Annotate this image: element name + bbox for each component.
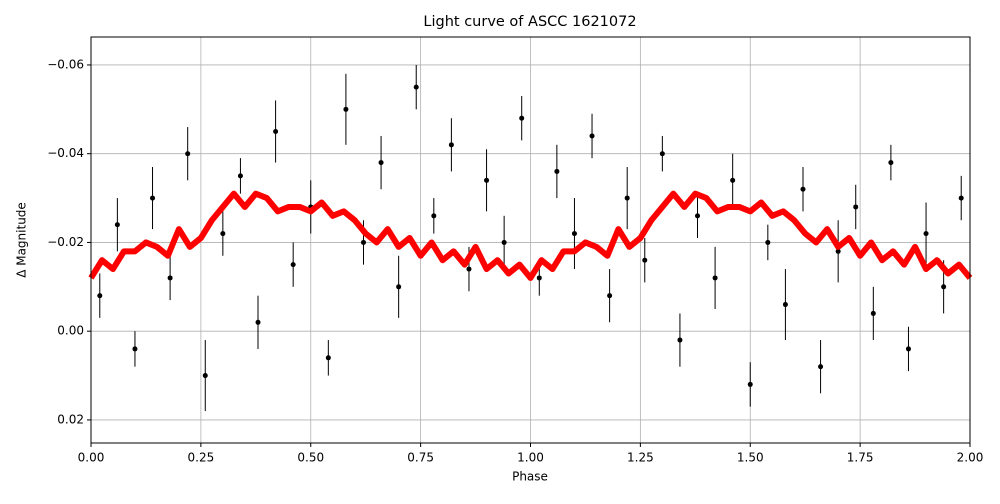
data-point <box>237 173 243 179</box>
data-point <box>659 151 665 157</box>
data-point <box>378 160 384 166</box>
x-tick-label: 0.50 <box>297 451 324 465</box>
y-tick-label: 0.02 <box>57 412 84 426</box>
chart-title: Light curve of ASCC 1621072 <box>423 14 636 30</box>
data-point <box>431 213 437 219</box>
data-point <box>642 257 648 263</box>
x-tick-label: 0.75 <box>407 451 434 465</box>
y-tick-label: −0.06 <box>47 57 84 71</box>
data-point <box>800 186 806 192</box>
data-point <box>360 239 366 245</box>
data-point <box>413 84 419 90</box>
data-point <box>255 319 261 325</box>
data-point <box>888 160 894 166</box>
data-point <box>466 266 472 272</box>
data-point <box>343 106 349 112</box>
y-tick-label: −0.02 <box>47 235 84 249</box>
data-point <box>853 204 859 210</box>
data-point <box>273 129 279 135</box>
y-tick-label: 0.00 <box>57 324 84 338</box>
data-point <box>712 275 718 281</box>
data-point <box>624 195 630 201</box>
data-point <box>782 302 788 308</box>
data-point <box>747 381 753 387</box>
data-point <box>220 231 226 237</box>
data-point <box>501 239 507 245</box>
data-point <box>167 275 173 281</box>
plot-frame <box>90 36 971 444</box>
smoothed-line <box>88 190 973 281</box>
data-point <box>132 346 138 352</box>
data-point <box>554 168 560 174</box>
data-point <box>150 195 156 201</box>
x-tick-label: 1.25 <box>627 451 654 465</box>
data-point <box>519 115 525 121</box>
data-point <box>905 346 911 352</box>
data-point <box>870 310 876 316</box>
data-point <box>607 293 613 299</box>
data-point <box>484 177 490 183</box>
data-point <box>114 222 120 228</box>
data-point <box>571 231 577 237</box>
data-point <box>325 355 331 361</box>
x-tick-label: 2.00 <box>957 451 984 465</box>
data-point <box>185 151 191 157</box>
data-point <box>396 284 402 290</box>
data-point <box>923 231 929 237</box>
x-tick-label: 0.00 <box>78 451 105 465</box>
data-point <box>202 373 208 379</box>
data-point <box>97 293 103 299</box>
x-tick-label: 0.25 <box>188 451 215 465</box>
data-point <box>941 284 947 290</box>
data-point <box>695 213 701 219</box>
y-tick-label: −0.04 <box>47 146 84 160</box>
data-point <box>730 177 736 183</box>
x-axis-label: Phase <box>512 470 548 484</box>
data-point <box>818 364 824 370</box>
data-point <box>765 239 771 245</box>
x-tick-label: 1.50 <box>737 451 764 465</box>
data-point <box>835 248 841 254</box>
data-point <box>536 275 542 281</box>
x-tick-label: 1.00 <box>517 451 544 465</box>
data-point <box>677 337 683 343</box>
y-axis-label: Δ Magnitude <box>15 202 29 278</box>
x-tick-label: 1.75 <box>847 451 874 465</box>
data-point <box>958 195 964 201</box>
data-point <box>448 142 454 148</box>
data-point <box>290 262 296 268</box>
data-point <box>589 133 595 139</box>
